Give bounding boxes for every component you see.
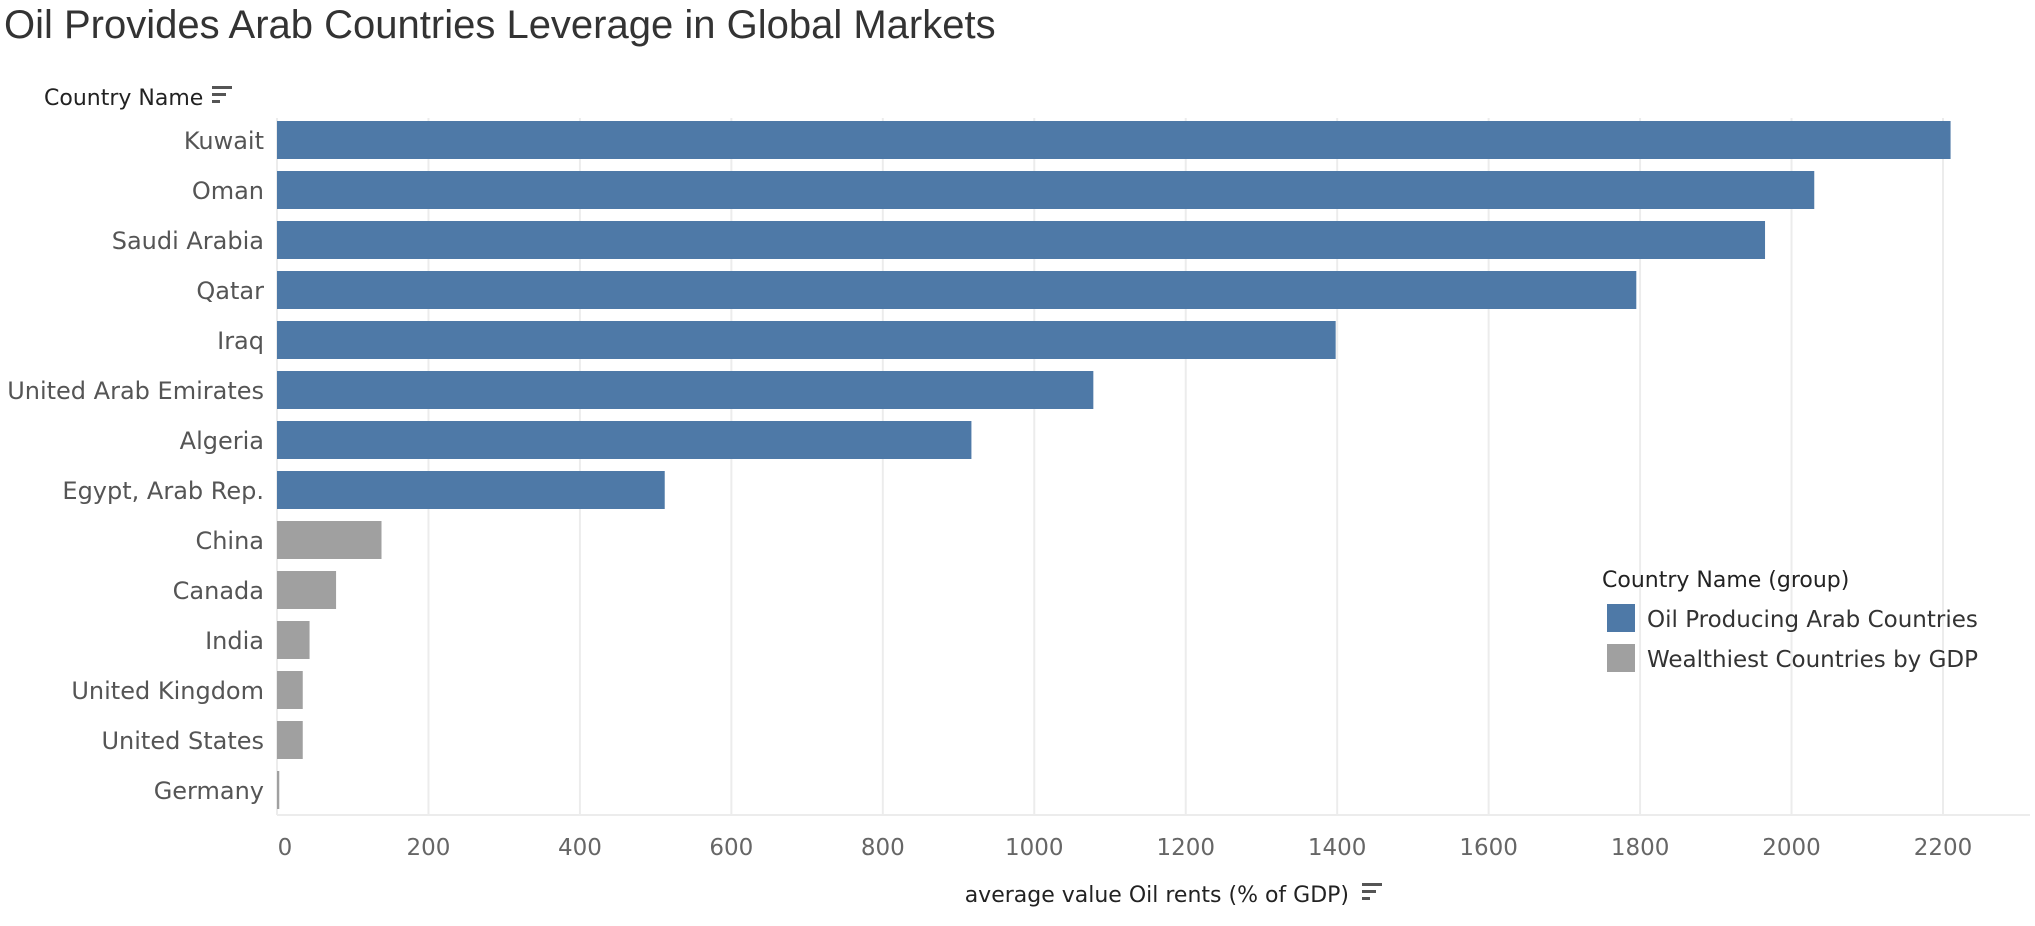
category-labels: Kuwait Oman Saudi Arabia Qatar Iraq United Ar… <box>7 127 264 805</box>
bar[interactable] <box>277 471 665 509</box>
x-tick-label: 1800 <box>1611 835 1670 861</box>
category-label: Oman <box>192 177 264 205</box>
bar[interactable] <box>277 721 303 759</box>
bar[interactable] <box>277 421 972 459</box>
bar[interactable] <box>277 121 1951 159</box>
bars <box>277 121 1951 809</box>
legend-item-label[interactable]: Oil Producing Arab Countries <box>1647 607 1978 633</box>
legend-title: Country Name (group) <box>1602 568 1849 593</box>
bar[interactable] <box>277 621 310 659</box>
sort-icon[interactable] <box>1362 883 1382 900</box>
category-label: Saudi Arabia <box>112 227 264 255</box>
x-axis-title[interactable]: average value Oil rents (% of GDP) <box>965 883 1349 908</box>
bar[interactable] <box>277 171 1815 209</box>
legend-swatch[interactable] <box>1607 604 1635 632</box>
y-field-label[interactable]: Country Name <box>44 86 203 111</box>
bar[interactable] <box>277 771 280 809</box>
legend-swatch[interactable] <box>1607 644 1635 672</box>
category-label: Algeria <box>180 427 264 455</box>
bar[interactable] <box>277 521 382 559</box>
bar[interactable] <box>277 321 1336 359</box>
legend-item-label[interactable]: Wealthiest Countries by GDP <box>1647 647 1978 673</box>
x-tick-label: 0 <box>278 835 293 861</box>
bar[interactable] <box>277 221 1766 259</box>
category-label: United Kingdom <box>71 677 264 705</box>
x-tick-label: 600 <box>709 835 753 861</box>
chart-title: Oil Provides Arab Countries Leverage in … <box>4 3 996 47</box>
category-label: Kuwait <box>184 127 264 155</box>
category-label: Qatar <box>196 277 264 305</box>
bar[interactable] <box>277 271 1637 309</box>
category-label: Iraq <box>217 327 264 355</box>
x-tick-label: 1000 <box>1005 835 1064 861</box>
x-tick-label: 400 <box>558 835 602 861</box>
x-tick-label: 2000 <box>1762 835 1821 861</box>
x-tick-label: 2200 <box>1914 835 1973 861</box>
category-label: United Arab Emirates <box>7 377 264 405</box>
x-tick-label: 1600 <box>1459 835 1518 861</box>
bar[interactable] <box>277 571 337 609</box>
bar[interactable] <box>277 671 303 709</box>
x-tick-label: 1200 <box>1156 835 1215 861</box>
x-tick-label: 1400 <box>1308 835 1367 861</box>
category-label: United States <box>101 727 264 755</box>
category-label: India <box>205 627 264 655</box>
x-tick-label: 800 <box>861 835 905 861</box>
sort-icon[interactable] <box>212 86 232 103</box>
category-label: Germany <box>154 777 264 805</box>
category-label: China <box>195 527 264 555</box>
bar[interactable] <box>277 371 1094 409</box>
category-label: Canada <box>173 577 264 605</box>
legend: Country Name (group) Oil Producing Arab … <box>1602 568 1978 673</box>
category-label: Egypt, Arab Rep. <box>62 477 264 505</box>
x-tick-label: 200 <box>407 835 451 861</box>
x-tick-labels: 0 200 400 600 800 1000 1200 1400 1600 1800 2000 220… <box>278 835 1973 861</box>
